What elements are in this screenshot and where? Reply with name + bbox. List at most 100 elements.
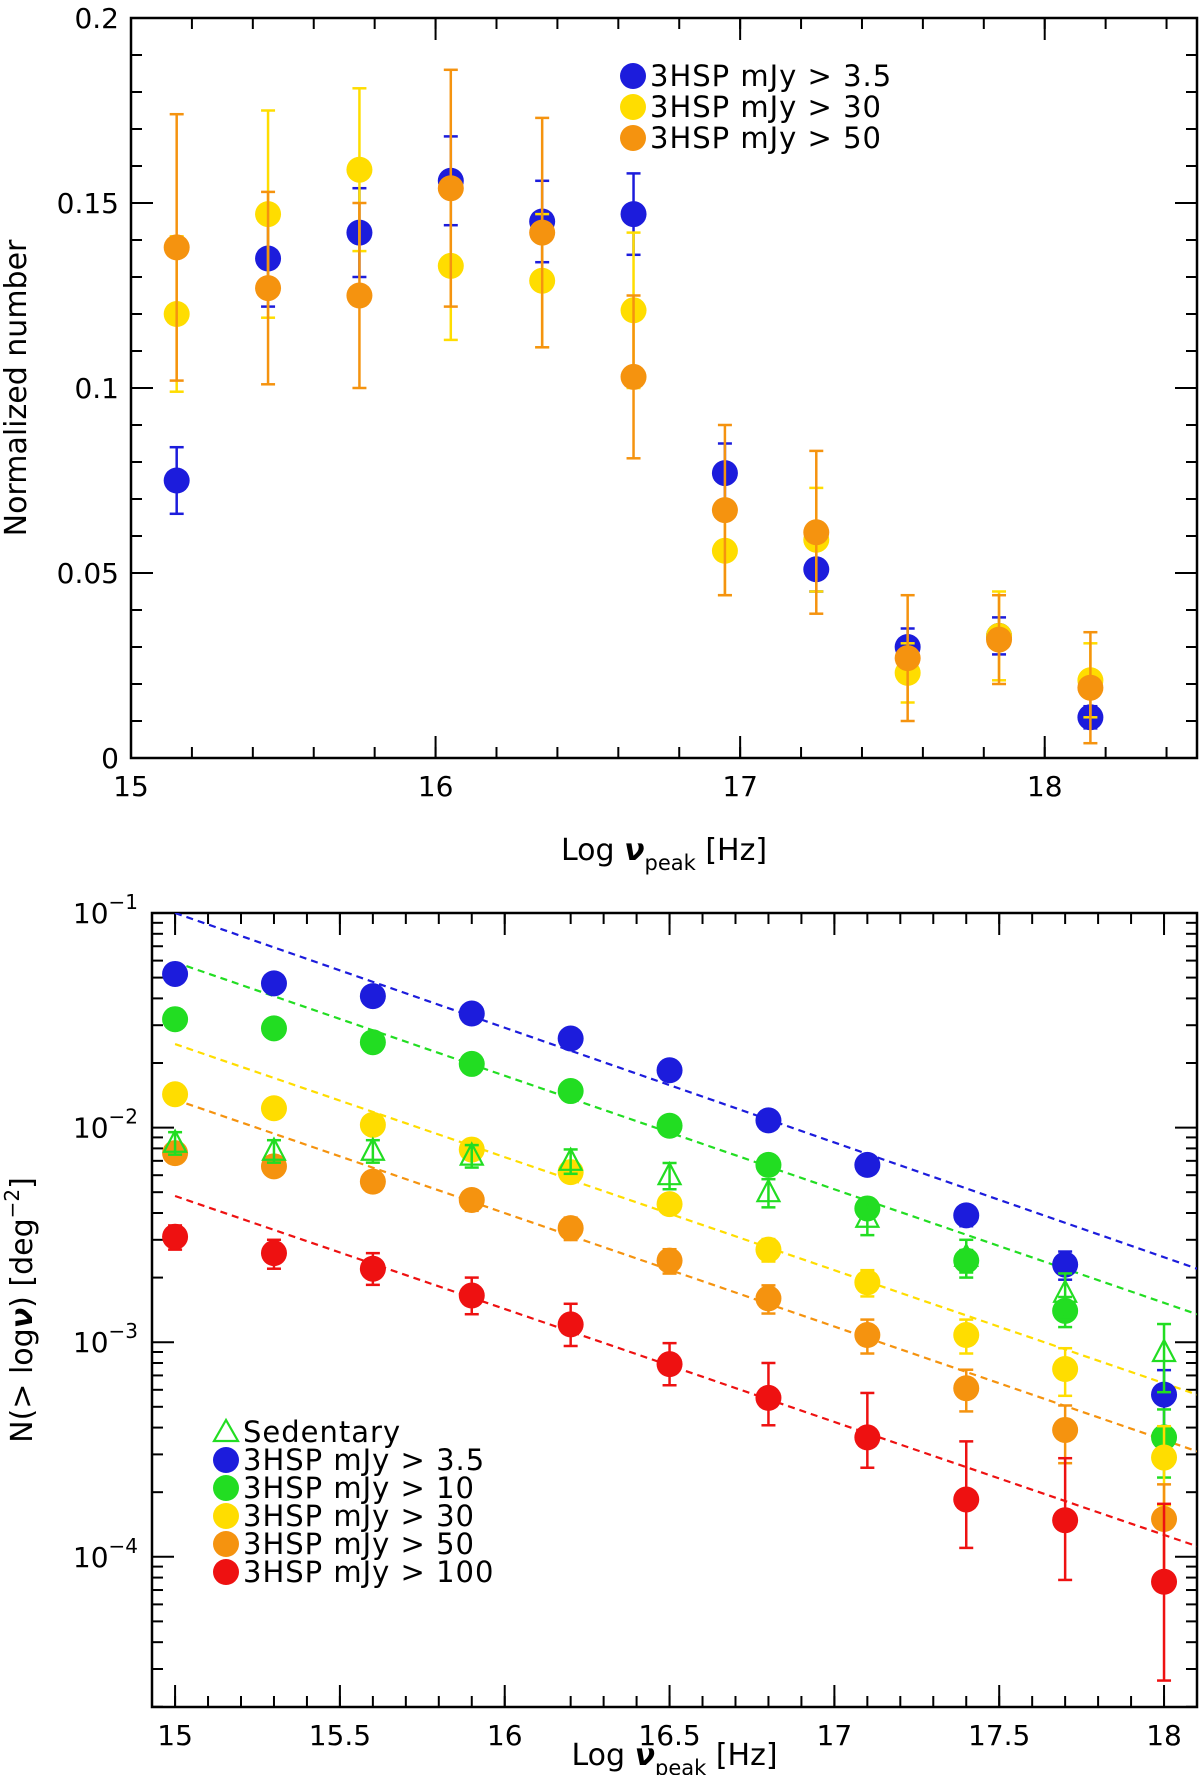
legend-label: 3HSP mJy > 3.5 [243,1443,485,1477]
x-axis-title-unit: [Hz] [696,833,767,868]
data-point [656,1351,683,1378]
data-point [557,1025,584,1052]
y-axis-title: Normalized number [0,239,34,536]
series-sedentary [162,1128,1177,1394]
data-point [359,1029,386,1056]
fit-line-3hsp-mjy-3.5 [174,913,1197,1270]
data-point-triangle [360,1136,386,1161]
y-axis-title-unit: [deg [5,1218,40,1286]
y-tick-label: 0.05 [57,557,119,590]
y-axis-title-exponent: −2 [0,1189,24,1218]
x-tick-label: 15 [113,770,149,803]
data-point-triangle [1151,1337,1177,1363]
data-point [359,983,386,1010]
data-point [755,1384,782,1411]
x-axis-title-unit: [Hz] [706,1738,777,1773]
y-axis-title-close: ) [5,1287,40,1308]
y-tick-label-exponent: −2 [109,1105,138,1129]
data-point-triangle [656,1160,683,1186]
y-tick-label: 10−3 [73,1319,138,1359]
data-point [346,156,373,183]
data-point [557,1215,584,1242]
data-point [656,1112,683,1139]
x-axis-title-subscript: peak [655,1756,707,1775]
data-point [1052,1251,1079,1278]
data-point [803,519,830,546]
data-point [1151,1444,1178,1471]
y-tick-label-exponent: −1 [109,890,138,914]
data-point [260,1240,287,1267]
data-point [656,1247,683,1274]
x-tick-label: 16 [487,1719,523,1752]
y-tick-label: 0.1 [74,372,119,405]
top-chart: 15 16 17 18 0 0.05 0.1 0.15 0.2 Normalized number… [0,2,1199,875]
data-point [755,1236,782,1263]
data-point [953,1322,980,1349]
x-tick-label: 16.5 [638,1719,700,1752]
legend-marker-3hsp-mjy-30 [620,94,646,120]
data-point [894,645,921,672]
x-axis-title: Log νpeak [Hz] [571,1738,777,1775]
x-tick-label: 17.5 [968,1719,1030,1752]
data-point [1052,1507,1079,1534]
series-3hsp-mjy-30 [162,1081,1178,1507]
data-point [163,467,190,494]
legend-label: 3HSP mJy > 3.5 [650,59,892,93]
data-point [162,1006,189,1033]
x-axis-title-prefix: Log [571,1738,634,1773]
series-3hsp-mjy-3.5 [162,960,1178,1430]
data-point [1077,674,1104,701]
data-point [953,1202,980,1229]
y-axis-title: N(> logν) [deg−2] [0,1177,40,1443]
data-point [255,275,282,302]
data-point [346,282,373,309]
data-point [1052,1356,1079,1383]
data-point [359,1168,386,1195]
fit-line-3hsp-mjy-10 [174,961,1197,1316]
data-point-triangle [458,1141,485,1166]
legend-marker-3hsp-mjy-10 [213,1475,239,1501]
legend-marker-sedentary [212,1417,240,1443]
data-point [854,1322,881,1349]
bottom-chart: 15 15.5 16 16.5 17 17.5 1810−110−210−310−4N(> … [0,890,1199,1775]
x-tick-label: 17 [817,1719,853,1752]
x-axis-title-prefix: Log [561,833,624,868]
y-tick-label-base: 10 [73,1112,109,1145]
x-tick-label: 15 [157,1719,193,1752]
data-point [437,175,464,202]
data-point-triangle [854,1203,881,1228]
legend-marker-3hsp-mjy-30 [213,1503,239,1529]
data-point [986,626,1013,653]
data-point [458,1050,485,1077]
data-point [529,219,556,246]
data-point [557,1078,584,1105]
series-3hsp-mjy-100 [162,1223,1178,1682]
data-point [260,970,287,997]
data-point [458,1000,485,1027]
series-3hsp-mjy-50 [162,1140,1178,1576]
plot-area [162,913,1197,1682]
x-axis-title-subscript: peak [645,851,697,875]
y-tick-label-base: 10 [73,1541,109,1574]
data-point [458,1282,485,1309]
data-point [755,1285,782,1312]
data-point [755,1107,782,1134]
legend-marker-3hsp-mjy-3.5 [213,1447,239,1473]
y-tick-label: 0 [101,742,119,775]
data-point [359,1255,386,1282]
legend-marker-3hsp-mjy-100 [213,1559,239,1585]
data-point [1151,1568,1178,1595]
fit-line-3hsp-mjy-100 [174,1194,1197,1548]
x-tick-label: 15.5 [309,1719,371,1752]
x-tick-label: 16 [418,770,454,803]
data-point [953,1486,980,1513]
data-point [1151,1381,1178,1408]
data-point [656,1057,683,1084]
data-point [656,1191,683,1218]
legend-label: Sedentary [243,1415,401,1449]
y-tick-label-base: 10 [73,897,109,930]
y-axis-title-symbol: ν [5,1308,40,1328]
